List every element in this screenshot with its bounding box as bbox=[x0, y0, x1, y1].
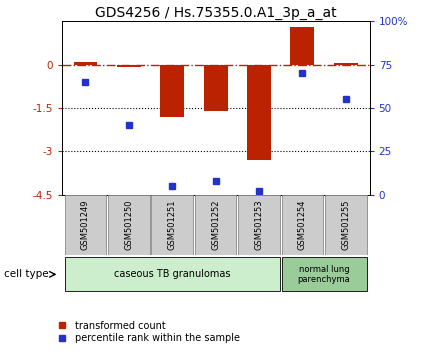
Bar bbox=[238, 195, 280, 255]
Bar bbox=[65, 195, 106, 255]
Text: cell type: cell type bbox=[4, 269, 49, 279]
Bar bbox=[117, 65, 141, 67]
Bar bbox=[65, 257, 280, 291]
Text: GSM501254: GSM501254 bbox=[298, 200, 307, 250]
Legend: transformed count, percentile rank within the sample: transformed count, percentile rank withi… bbox=[49, 317, 244, 347]
Bar bbox=[290, 27, 314, 65]
Title: GDS4256 / Hs.75355.0.A1_3p_a_at: GDS4256 / Hs.75355.0.A1_3p_a_at bbox=[95, 6, 337, 20]
Text: caseous TB granulomas: caseous TB granulomas bbox=[114, 269, 231, 279]
Text: GSM501253: GSM501253 bbox=[254, 199, 264, 250]
Text: GSM501251: GSM501251 bbox=[168, 200, 177, 250]
Text: GSM501249: GSM501249 bbox=[81, 200, 90, 250]
Bar bbox=[282, 195, 323, 255]
Bar bbox=[108, 195, 150, 255]
Bar bbox=[247, 65, 271, 160]
Bar bbox=[334, 63, 358, 65]
Bar bbox=[195, 195, 236, 255]
Bar bbox=[325, 195, 367, 255]
Bar bbox=[282, 257, 367, 291]
Text: GSM501250: GSM501250 bbox=[125, 200, 133, 250]
Bar bbox=[73, 62, 97, 65]
Text: normal lung
parenchyma: normal lung parenchyma bbox=[298, 265, 350, 284]
Text: GSM501252: GSM501252 bbox=[211, 200, 220, 250]
Bar bbox=[204, 65, 227, 111]
Bar bbox=[160, 65, 184, 117]
Text: GSM501255: GSM501255 bbox=[341, 200, 350, 250]
Bar bbox=[151, 195, 193, 255]
